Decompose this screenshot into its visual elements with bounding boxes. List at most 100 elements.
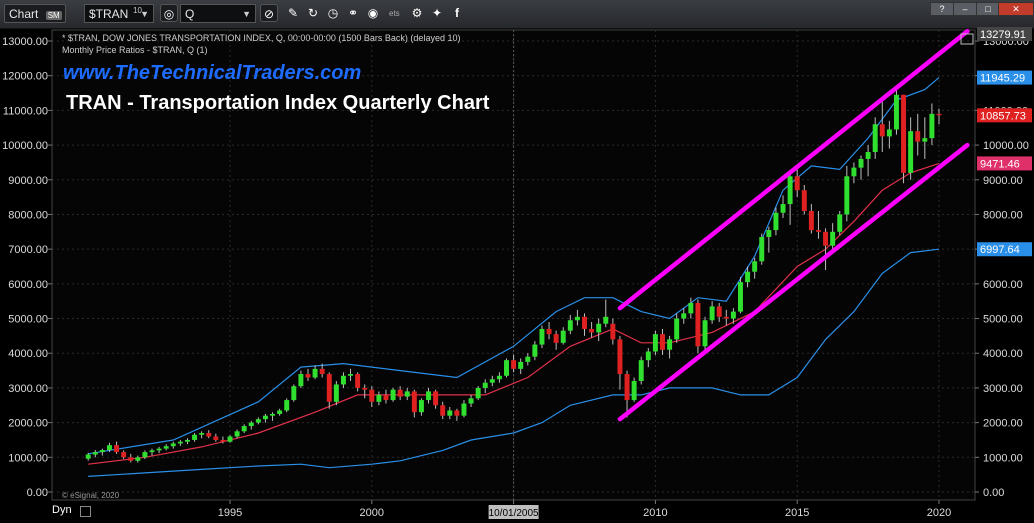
candle-body xyxy=(121,452,127,458)
price-label: 10857.73 xyxy=(980,110,1026,122)
candle-body xyxy=(922,138,928,142)
candle-body xyxy=(716,306,722,317)
candle-body xyxy=(305,374,311,378)
candle-body xyxy=(638,360,644,381)
candle-body xyxy=(447,410,453,416)
symbol-value: $TRAN xyxy=(89,7,129,21)
candle-body xyxy=(730,311,736,319)
candle-body xyxy=(149,450,155,453)
y-tick-label-right: 8000.00 xyxy=(983,209,1023,221)
candle-body xyxy=(652,334,658,352)
candle-body xyxy=(745,271,751,283)
target-icon[interactable]: ◎ xyxy=(160,4,178,22)
candle-body xyxy=(574,316,580,321)
candle-body xyxy=(369,389,375,402)
candle-body xyxy=(482,382,488,388)
candle-body xyxy=(248,422,254,427)
dyn-label[interactable]: Dyn xyxy=(52,504,72,516)
eye-icon[interactable]: ◉ xyxy=(367,6,379,20)
candle-body xyxy=(454,410,460,416)
link-icon[interactable]: ⚭ xyxy=(347,6,359,20)
candle-body xyxy=(801,190,807,211)
candle-body xyxy=(858,158,864,168)
candle-body xyxy=(333,384,339,402)
clock-icon[interactable]: ◷ xyxy=(327,6,339,20)
candle-body xyxy=(525,356,531,362)
symbol-superscript: 10 xyxy=(133,6,142,15)
candle-body xyxy=(709,306,715,321)
interval-input[interactable]: Q ▼ xyxy=(180,4,256,23)
y-tick-label-right: 2000.00 xyxy=(983,418,1023,430)
chart-tab-badge: SM xyxy=(45,11,62,20)
interval-value: Q xyxy=(185,7,195,21)
x-tick-label: 2010 xyxy=(643,507,667,519)
y-tick-label: 11000.00 xyxy=(3,105,48,117)
candle-body xyxy=(319,368,325,375)
candle-body xyxy=(213,436,219,440)
candle-body xyxy=(426,391,432,401)
candle-body xyxy=(546,328,552,335)
candle-body xyxy=(326,374,332,402)
refresh-icon[interactable]: ↻ xyxy=(307,6,319,20)
price-label-box xyxy=(977,242,1032,257)
chart-toolbar: Chart SM $TRAN 10 ▼ ◎ Q ▼ ⊘ ✎ ↻ ◷ ⚭ ◉ et… xyxy=(0,0,1034,29)
chart-tab[interactable]: Chart SM xyxy=(4,4,66,23)
chart-title: TRAN - Transportation Index Quarterly Ch… xyxy=(66,92,490,114)
candle-body xyxy=(603,316,609,324)
candle-body xyxy=(631,380,637,401)
candle-body xyxy=(440,405,446,416)
candle-body xyxy=(893,94,899,130)
candle-body xyxy=(106,445,112,451)
interval-chevron-down-icon[interactable]: ▼ xyxy=(242,9,251,19)
candle-body xyxy=(92,452,98,455)
candle-body xyxy=(752,261,758,272)
cursor-date-label: 10/01/2005 xyxy=(489,508,539,519)
symbol-input[interactable]: $TRAN 10 ▼ xyxy=(84,4,154,23)
grid-lines xyxy=(51,29,976,501)
candle-body xyxy=(177,441,183,444)
candle-body xyxy=(496,375,502,380)
copyright-text: © eSignal, 2020 xyxy=(62,491,120,500)
candle-body xyxy=(85,454,91,459)
candle-body xyxy=(532,344,538,357)
y-tick-label-right: 3000.00 xyxy=(983,383,1023,395)
candle-body xyxy=(170,443,176,447)
candle-body xyxy=(390,389,396,401)
facebook-icon[interactable]: f xyxy=(455,6,459,20)
y-tick-label: 2000.00 xyxy=(8,418,48,430)
candle-body xyxy=(787,176,793,205)
y-tick-label-right: 0.00 xyxy=(983,487,1004,499)
expand-icon[interactable] xyxy=(960,33,974,45)
candle-body xyxy=(702,320,708,347)
x-tick-label: 2015 xyxy=(785,507,809,519)
candle-body xyxy=(99,450,105,453)
candle-body xyxy=(518,361,524,369)
candle-body xyxy=(355,374,361,388)
candle-body xyxy=(461,403,467,416)
candle-body xyxy=(340,375,346,385)
x-axis: 19952000200520102015202010/01/2005 xyxy=(218,500,951,519)
price-label-box xyxy=(977,27,1032,41)
minimize-button[interactable]: – xyxy=(953,2,977,16)
x-tick-label: 1995 xyxy=(218,507,242,519)
candle-body xyxy=(433,391,439,406)
candle-body xyxy=(560,330,566,343)
maximize-button[interactable]: □ xyxy=(976,2,1000,16)
twitter-icon[interactable]: ✦ xyxy=(431,6,443,20)
y-axis: 0.00 0.00 1000.00 1000.00 2000.00 2000.00 3000… xyxy=(2,27,1032,499)
candle-body xyxy=(766,230,772,238)
zoom-icon[interactable]: ⊘ xyxy=(260,4,278,22)
y-tick-label: 4000.00 xyxy=(8,348,48,360)
y-tick-label-right: 10000.00 xyxy=(983,140,1029,152)
price-label: 13279.91 xyxy=(980,29,1026,41)
settings-icon[interactable]: ⚙ xyxy=(411,6,423,20)
candle-body xyxy=(255,419,261,423)
price-label-box xyxy=(977,156,1032,171)
pencil-icon[interactable]: ✎ xyxy=(287,6,299,20)
candle-body xyxy=(262,415,268,420)
chevron-down-icon[interactable]: ▼ xyxy=(140,9,149,19)
cursor-date-box xyxy=(488,505,539,519)
dyn-toggle-icon[interactable] xyxy=(80,506,91,517)
y-tick-label: 3000.00 xyxy=(8,383,48,395)
